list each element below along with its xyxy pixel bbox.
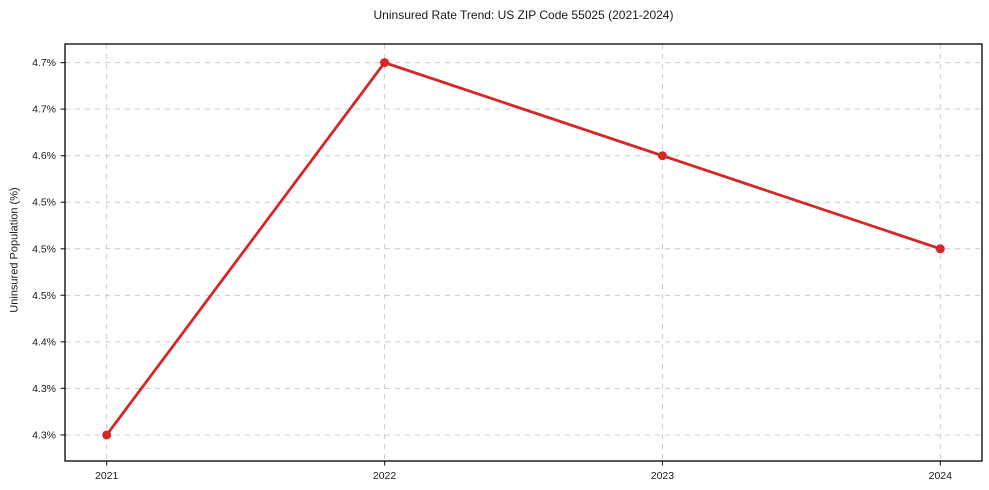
x-tick-label: 2021	[95, 470, 119, 482]
data-point	[657, 151, 667, 161]
x-tick-label: 2023	[651, 470, 675, 482]
data-point	[380, 58, 390, 68]
y-tick-label: 4.6%	[32, 150, 56, 162]
y-tick-label: 4.3%	[32, 383, 56, 395]
data-point	[935, 244, 945, 254]
chart-title: Uninsured Rate Trend: US ZIP Code 55025 …	[373, 8, 674, 22]
y-tick-label: 4.7%	[32, 104, 56, 116]
trend-line	[105, 61, 942, 437]
y-tick-label: 4.5%	[32, 243, 56, 255]
y-tick-label: 4.4%	[32, 336, 56, 348]
y-tick-label: 4.5%	[32, 197, 56, 209]
y-tick-label: 4.7%	[32, 57, 56, 69]
data-point	[102, 430, 112, 440]
axes-frame	[64, 43, 983, 462]
x-tick-label: 2024	[929, 470, 953, 482]
y-tick-label: 4.3%	[32, 429, 56, 441]
x-tick-label: 2022	[373, 470, 397, 482]
y-tick-label: 4.5%	[32, 290, 56, 302]
